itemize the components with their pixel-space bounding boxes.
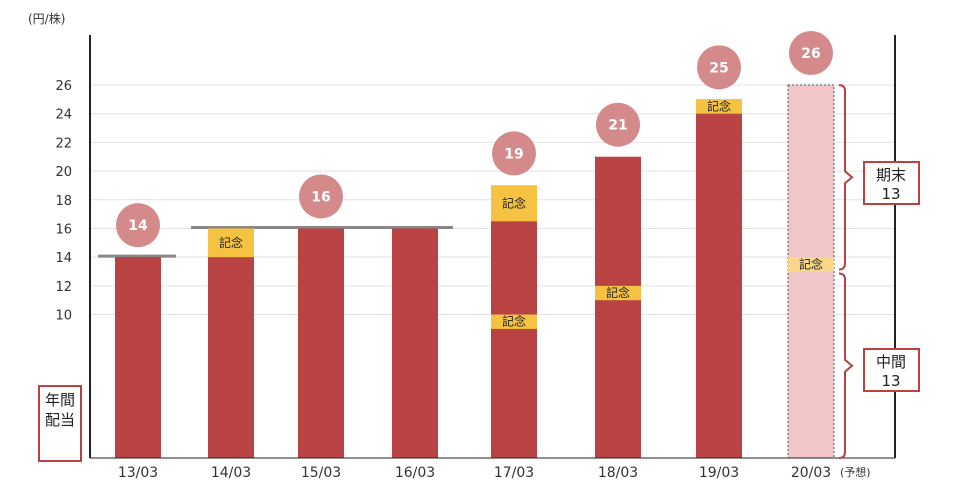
value-label: 26 — [801, 46, 820, 62]
period-value: 13 — [881, 372, 900, 390]
y-tick-label: 10 — [55, 309, 72, 324]
commemorative-label: 記念 — [606, 285, 630, 300]
period-bracket — [838, 272, 854, 459]
bar — [392, 228, 438, 458]
value-label: 16 — [311, 189, 330, 205]
unit-label: (円/株) — [28, 11, 65, 26]
bar — [696, 99, 742, 458]
x-tick-label: 13/03 — [118, 465, 158, 481]
value-bubbles: 14 16 19 21 25 26 — [116, 31, 833, 248]
bar — [115, 257, 161, 458]
x-tick-label: 14/03 — [211, 465, 251, 481]
commemorative-segment — [595, 285, 641, 301]
commemorative-label: 記念 — [799, 256, 823, 271]
commemorative-segment — [788, 257, 834, 272]
x-tick-labels: 13/03 14/03 15/03 16/03 17/03 18/03 19/03 20/03… — [118, 465, 871, 481]
x-tick-label: 18/03 — [598, 465, 638, 481]
commemorative-label: 記念 — [502, 314, 526, 329]
commemorative-label: 記念 — [502, 195, 526, 210]
period-label: 中間 — [876, 353, 906, 371]
value-bubble — [299, 174, 343, 219]
commemorative-segment — [208, 228, 254, 258]
x-tick-label: 16/03 — [395, 465, 435, 481]
forecast-note: (予想) — [840, 465, 871, 479]
value-label: 25 — [709, 60, 728, 76]
y-tick-label: 22 — [55, 136, 72, 151]
commemorative-segment — [491, 314, 537, 329]
reference-lines — [98, 225, 453, 258]
y-tick-label: 24 — [55, 108, 72, 123]
bar — [208, 228, 254, 458]
value-bubble — [596, 102, 640, 147]
y-tick-label: 18 — [55, 194, 72, 209]
y-tick-label: 12 — [55, 280, 72, 295]
x-tick-label: 20/03 — [791, 465, 831, 481]
y-axis-label-text: 配当 — [45, 411, 75, 429]
value-label: 14 — [128, 218, 148, 234]
bar — [595, 156, 641, 458]
y-axis-label-text: 年間 — [45, 391, 75, 409]
commemorative-segment — [696, 99, 742, 114]
value-bubble — [492, 131, 536, 176]
x-tick-label: 17/03 — [494, 465, 534, 481]
value-bubble — [697, 45, 741, 90]
period-value: 13 — [881, 185, 900, 203]
bars — [115, 84, 835, 459]
value-label: 19 — [504, 146, 523, 162]
value-bubble — [789, 31, 833, 75]
value-label: 21 — [608, 118, 627, 134]
y-tick-label: 20 — [55, 165, 72, 180]
y-tick-label: 14 — [55, 251, 72, 266]
period-bracket — [838, 84, 854, 271]
y-tick-labels: 10 12 14 16 18 20 22 24 26 — [55, 79, 72, 324]
value-bubble — [116, 203, 160, 248]
period-label-box — [863, 161, 920, 205]
bar — [298, 228, 344, 458]
y-tick-label: 26 — [55, 79, 72, 94]
commemorative-segment — [491, 185, 537, 222]
x-tick-label: 15/03 — [301, 465, 341, 481]
commemorative-label: 記念 — [219, 235, 243, 250]
y-tick-label: 16 — [55, 222, 72, 237]
y-label-box — [38, 385, 82, 462]
period-label: 期末 — [876, 166, 906, 184]
x-tick-label: 19/03 — [699, 465, 739, 481]
period-label-box — [863, 348, 920, 392]
commemorative-label: 記念 — [707, 99, 731, 114]
